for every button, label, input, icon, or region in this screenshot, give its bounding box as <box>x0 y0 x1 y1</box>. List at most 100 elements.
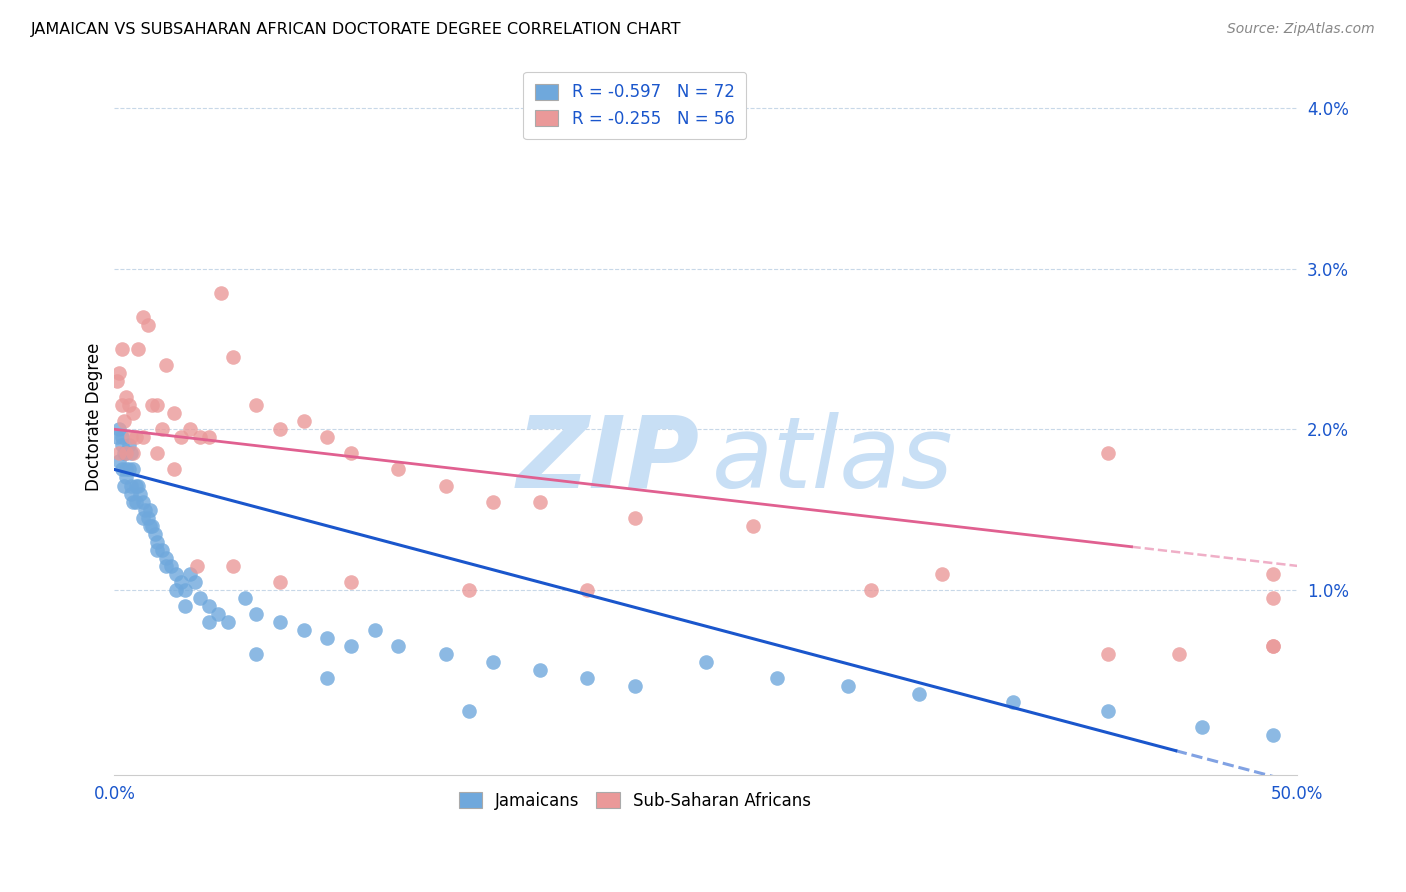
Point <box>695 655 717 669</box>
Point <box>110 462 132 476</box>
Point <box>112 414 135 428</box>
Point <box>132 494 155 508</box>
Point <box>127 478 149 492</box>
Point <box>198 430 221 444</box>
Point <box>112 446 135 460</box>
Point <box>146 542 169 557</box>
Point <box>127 342 149 356</box>
Point <box>209 285 232 300</box>
Point <box>174 599 197 613</box>
Point <box>1263 639 1285 653</box>
Point <box>765 672 787 686</box>
Point <box>316 631 339 645</box>
Point <box>198 599 221 613</box>
Point <box>141 398 163 412</box>
Point <box>576 582 599 597</box>
Point <box>165 582 187 597</box>
Point <box>482 655 505 669</box>
Point <box>387 462 409 476</box>
Point <box>269 422 291 436</box>
Point <box>931 566 953 581</box>
Point <box>120 478 142 492</box>
Point <box>529 664 551 678</box>
Point <box>108 446 131 460</box>
Point <box>316 430 339 444</box>
Point <box>115 446 138 460</box>
Point <box>146 398 169 412</box>
Y-axis label: Doctorate Degree: Doctorate Degree <box>86 343 103 491</box>
Point <box>174 582 197 597</box>
Point <box>458 704 481 718</box>
Point <box>217 615 239 629</box>
Point <box>120 446 142 460</box>
Point <box>141 518 163 533</box>
Point <box>233 591 256 605</box>
Point <box>110 430 132 444</box>
Point <box>623 510 645 524</box>
Point <box>122 446 145 460</box>
Point <box>165 566 187 581</box>
Point <box>434 647 457 661</box>
Legend: Jamaicans, Sub-Saharan Africans: Jamaicans, Sub-Saharan Africans <box>451 785 818 816</box>
Point <box>122 406 145 420</box>
Point <box>150 422 173 436</box>
Point <box>132 310 155 324</box>
Point <box>742 518 765 533</box>
Point <box>179 422 201 436</box>
Point <box>482 494 505 508</box>
Point <box>245 647 267 661</box>
Point <box>132 510 155 524</box>
Point <box>120 486 142 500</box>
Point <box>188 430 211 444</box>
Point <box>117 438 139 452</box>
Point <box>207 607 229 621</box>
Point <box>125 430 148 444</box>
Point <box>105 374 128 388</box>
Point <box>340 574 363 589</box>
Point <box>363 623 385 637</box>
Point <box>837 680 859 694</box>
Point <box>108 422 131 436</box>
Text: Source: ZipAtlas.com: Source: ZipAtlas.com <box>1227 22 1375 37</box>
Point <box>169 430 191 444</box>
Text: ZIP: ZIP <box>517 411 700 508</box>
Point <box>122 494 145 508</box>
Point <box>1097 446 1119 460</box>
Point <box>623 680 645 694</box>
Point <box>1263 728 1285 742</box>
Point <box>139 518 162 533</box>
Point <box>1263 639 1285 653</box>
Point <box>136 318 159 332</box>
Point <box>179 566 201 581</box>
Point <box>1263 566 1285 581</box>
Point <box>143 526 166 541</box>
Point <box>387 639 409 653</box>
Point <box>186 558 208 573</box>
Point <box>110 398 132 412</box>
Point <box>245 398 267 412</box>
Point <box>115 470 138 484</box>
Point <box>150 542 173 557</box>
Point <box>115 446 138 460</box>
Point <box>169 574 191 589</box>
Point <box>269 615 291 629</box>
Point <box>907 688 929 702</box>
Point <box>269 574 291 589</box>
Point <box>112 478 135 492</box>
Point <box>1097 704 1119 718</box>
Point <box>105 430 128 444</box>
Point <box>125 478 148 492</box>
Point <box>860 582 883 597</box>
Point <box>316 672 339 686</box>
Point <box>1097 647 1119 661</box>
Point <box>245 607 267 621</box>
Point <box>292 623 315 637</box>
Point <box>117 398 139 412</box>
Point <box>139 502 162 516</box>
Point <box>576 672 599 686</box>
Point <box>188 591 211 605</box>
Point <box>458 582 481 597</box>
Point <box>125 494 148 508</box>
Point <box>155 358 177 372</box>
Point <box>198 615 221 629</box>
